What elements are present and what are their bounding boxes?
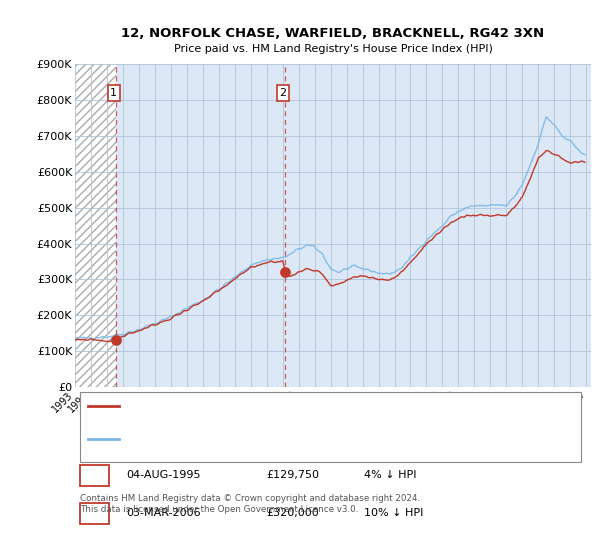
- Text: 2: 2: [91, 506, 98, 519]
- Text: £320,000: £320,000: [266, 508, 319, 518]
- Text: 1: 1: [91, 469, 98, 482]
- Text: £129,750: £129,750: [266, 470, 319, 480]
- Text: 12, NORFOLK CHASE, WARFIELD, BRACKNELL, RG42 3XN (detached house): 12, NORFOLK CHASE, WARFIELD, BRACKNELL, …: [127, 402, 500, 411]
- FancyBboxPatch shape: [80, 465, 109, 486]
- Bar: [75, 64, 116, 387]
- FancyBboxPatch shape: [80, 503, 109, 524]
- Point: [281, 268, 290, 277]
- Text: HPI: Average price, detached house, Bracknell Forest: HPI: Average price, detached house, Brac…: [127, 433, 391, 444]
- Text: 12, NORFOLK CHASE, WARFIELD, BRACKNELL, RG42 3XN: 12, NORFOLK CHASE, WARFIELD, BRACKNELL, …: [121, 27, 545, 40]
- Text: 04-AUG-1995: 04-AUG-1995: [127, 470, 201, 480]
- FancyBboxPatch shape: [80, 393, 581, 462]
- Point: [112, 336, 121, 345]
- Bar: [75, 64, 116, 387]
- Text: Price paid vs. HM Land Registry's House Price Index (HPI): Price paid vs. HM Land Registry's House …: [173, 44, 493, 54]
- Text: 03-MAR-2006: 03-MAR-2006: [127, 508, 201, 518]
- Text: 1: 1: [110, 88, 118, 98]
- Text: 2: 2: [280, 88, 287, 98]
- Text: 10% ↓ HPI: 10% ↓ HPI: [364, 508, 424, 518]
- Text: 4% ↓ HPI: 4% ↓ HPI: [364, 470, 416, 480]
- Text: Contains HM Land Registry data © Crown copyright and database right 2024.
This d: Contains HM Land Registry data © Crown c…: [80, 494, 420, 514]
